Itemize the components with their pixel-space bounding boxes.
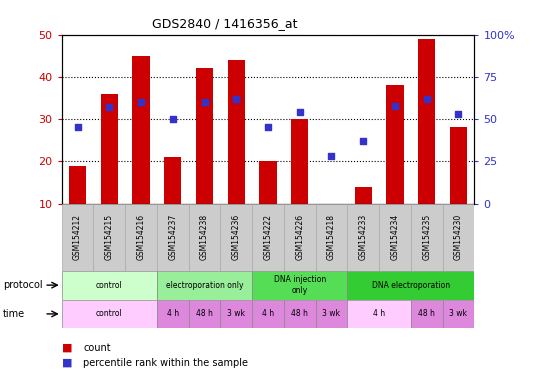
- Bar: [347, 271, 474, 300]
- Bar: [443, 204, 474, 271]
- Text: GSM154236: GSM154236: [232, 214, 241, 260]
- Bar: [189, 204, 220, 271]
- Point: [264, 124, 272, 131]
- Bar: [354, 187, 372, 204]
- Text: GSM154218: GSM154218: [327, 214, 336, 260]
- Point: [73, 124, 82, 131]
- Point: [327, 153, 336, 159]
- Text: count: count: [83, 343, 111, 353]
- Text: GSM154238: GSM154238: [200, 214, 209, 260]
- Text: GSM154235: GSM154235: [422, 214, 431, 260]
- Bar: [125, 204, 157, 271]
- Text: control: control: [96, 310, 123, 318]
- Text: 48 h: 48 h: [196, 310, 213, 318]
- Text: 4 h: 4 h: [167, 310, 179, 318]
- Text: 3 wk: 3 wk: [323, 310, 340, 318]
- Bar: [259, 161, 277, 204]
- Text: GSM154237: GSM154237: [168, 214, 177, 260]
- Bar: [62, 204, 93, 271]
- Text: GSM154234: GSM154234: [391, 214, 399, 260]
- Point: [200, 99, 209, 105]
- Text: GDS2840 / 1416356_at: GDS2840 / 1416356_at: [152, 17, 298, 30]
- Point: [454, 111, 463, 117]
- Text: 48 h: 48 h: [291, 310, 308, 318]
- Bar: [284, 300, 316, 328]
- Bar: [220, 204, 252, 271]
- Bar: [62, 300, 157, 328]
- Text: GSM154226: GSM154226: [295, 214, 304, 260]
- Text: time: time: [3, 309, 25, 319]
- Bar: [101, 94, 118, 204]
- Bar: [93, 204, 125, 271]
- Text: 4 h: 4 h: [262, 310, 274, 318]
- Bar: [252, 271, 347, 300]
- Text: GSM154230: GSM154230: [454, 214, 463, 260]
- Bar: [291, 119, 309, 204]
- Bar: [284, 204, 316, 271]
- Text: ■: ■: [62, 358, 72, 368]
- Bar: [157, 204, 189, 271]
- Bar: [347, 300, 411, 328]
- Bar: [189, 300, 220, 328]
- Bar: [227, 60, 245, 204]
- Text: electroporation only: electroporation only: [166, 281, 243, 290]
- Point: [137, 99, 145, 105]
- Point: [295, 109, 304, 115]
- Bar: [220, 300, 252, 328]
- Bar: [386, 85, 404, 204]
- Bar: [62, 271, 157, 300]
- Bar: [418, 39, 435, 204]
- Bar: [347, 204, 379, 271]
- Bar: [132, 56, 150, 204]
- Bar: [316, 204, 347, 271]
- Text: 48 h: 48 h: [418, 310, 435, 318]
- Text: GSM154216: GSM154216: [137, 214, 145, 260]
- Text: percentile rank within the sample: percentile rank within the sample: [83, 358, 248, 368]
- Point: [232, 96, 241, 102]
- Bar: [157, 300, 189, 328]
- Bar: [157, 271, 252, 300]
- Bar: [252, 300, 284, 328]
- Bar: [316, 300, 347, 328]
- Text: GSM154233: GSM154233: [359, 214, 368, 260]
- Point: [168, 116, 177, 122]
- Bar: [196, 68, 213, 204]
- Bar: [69, 166, 86, 204]
- Text: GSM154212: GSM154212: [73, 214, 82, 260]
- Text: 4 h: 4 h: [373, 310, 385, 318]
- Bar: [450, 127, 467, 204]
- Text: ■: ■: [62, 343, 72, 353]
- Text: control: control: [96, 281, 123, 290]
- Bar: [164, 157, 182, 204]
- Point: [359, 138, 368, 144]
- Text: DNA injection
only: DNA injection only: [273, 275, 326, 295]
- Bar: [411, 204, 443, 271]
- Point: [105, 104, 114, 110]
- Point: [422, 96, 431, 102]
- Text: protocol: protocol: [3, 280, 42, 290]
- Text: DNA electroporation: DNA electroporation: [372, 281, 450, 290]
- Point: [391, 103, 399, 109]
- Text: 3 wk: 3 wk: [227, 310, 245, 318]
- Bar: [411, 300, 443, 328]
- Bar: [252, 204, 284, 271]
- Text: 3 wk: 3 wk: [450, 310, 467, 318]
- Text: GSM154222: GSM154222: [264, 214, 272, 260]
- Bar: [379, 204, 411, 271]
- Bar: [443, 300, 474, 328]
- Text: GSM154215: GSM154215: [105, 214, 114, 260]
